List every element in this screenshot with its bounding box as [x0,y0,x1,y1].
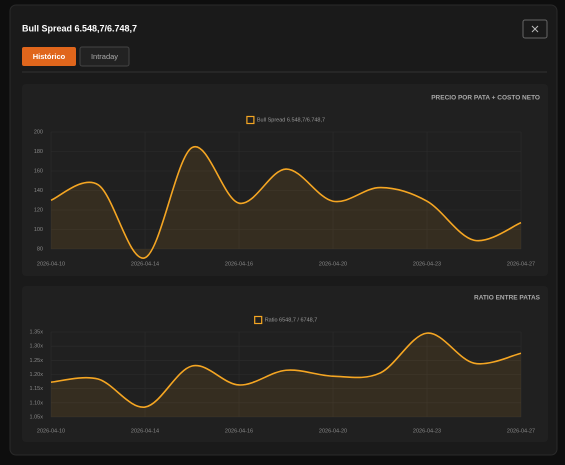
x-tick-label: 2026-04-14 [131,428,159,434]
close-button[interactable] [522,19,548,39]
y-tick-label: 1.30x [30,344,44,350]
legend-swatch [254,315,263,325]
legend-swatch [246,115,255,125]
tab-label[interactable]: Histórico [33,52,66,61]
line [50,146,522,259]
y-tick-label: 160 [34,168,43,174]
close-box[interactable] [522,19,548,39]
legend-label: Ratio 6548,7 / 6748,7 [265,317,318,323]
legend-label: Bull Spread 6.548,7/6.748,7 [257,117,325,123]
y-tick-label: 1.35x [30,329,44,335]
x-tick-label: 2026-04-16 [225,261,253,267]
close-icon[interactable] [531,25,539,33]
x-tick-label: 2026-04-14 [131,261,159,267]
x-tick-label: 2026-04-10 [37,428,65,434]
x-tick-label: 2026-04-10 [37,261,65,267]
area [51,333,521,417]
x-tick-label: 2026-04-16 [225,428,253,434]
y-tick-label: 1.05x [30,414,44,420]
y-tick-label: 80 [37,246,43,252]
y-tick-label: 140 [34,188,43,194]
x-tick-label: 2026-04-27 [507,428,535,434]
x-tick-label: 2026-04-20 [319,261,347,267]
y-tick-label: 1.15x [30,386,44,392]
y-tick-label: 120 [34,207,43,213]
x-tick-label: 2026-04-23 [413,428,441,434]
line [50,332,522,408]
modal-title: Bull Spread 6.548,7/6.748,7 [22,23,137,33]
chart-title: PRECIO POR PATA + COSTO NETO [431,95,540,102]
y-tick-label: 1.10x [30,400,44,406]
area [51,146,521,259]
y-tick-label: 200 [34,129,43,135]
tab-active[interactable] [22,47,76,66]
y-tick-label: 180 [34,149,43,155]
x-tick-label: 2026-04-20 [319,428,347,434]
chart-title: RATIO ENTRE PATAS [474,295,541,302]
x-tick-label: 2026-04-27 [507,261,535,267]
x-tick-label: 2026-04-23 [413,261,441,267]
tab-label[interactable]: Intraday [91,52,118,61]
tab[interactable] [79,46,130,67]
y-tick-label: 1.20x [30,372,44,378]
y-tick-label: 100 [34,227,43,233]
y-tick-label: 1.25x [30,358,44,364]
